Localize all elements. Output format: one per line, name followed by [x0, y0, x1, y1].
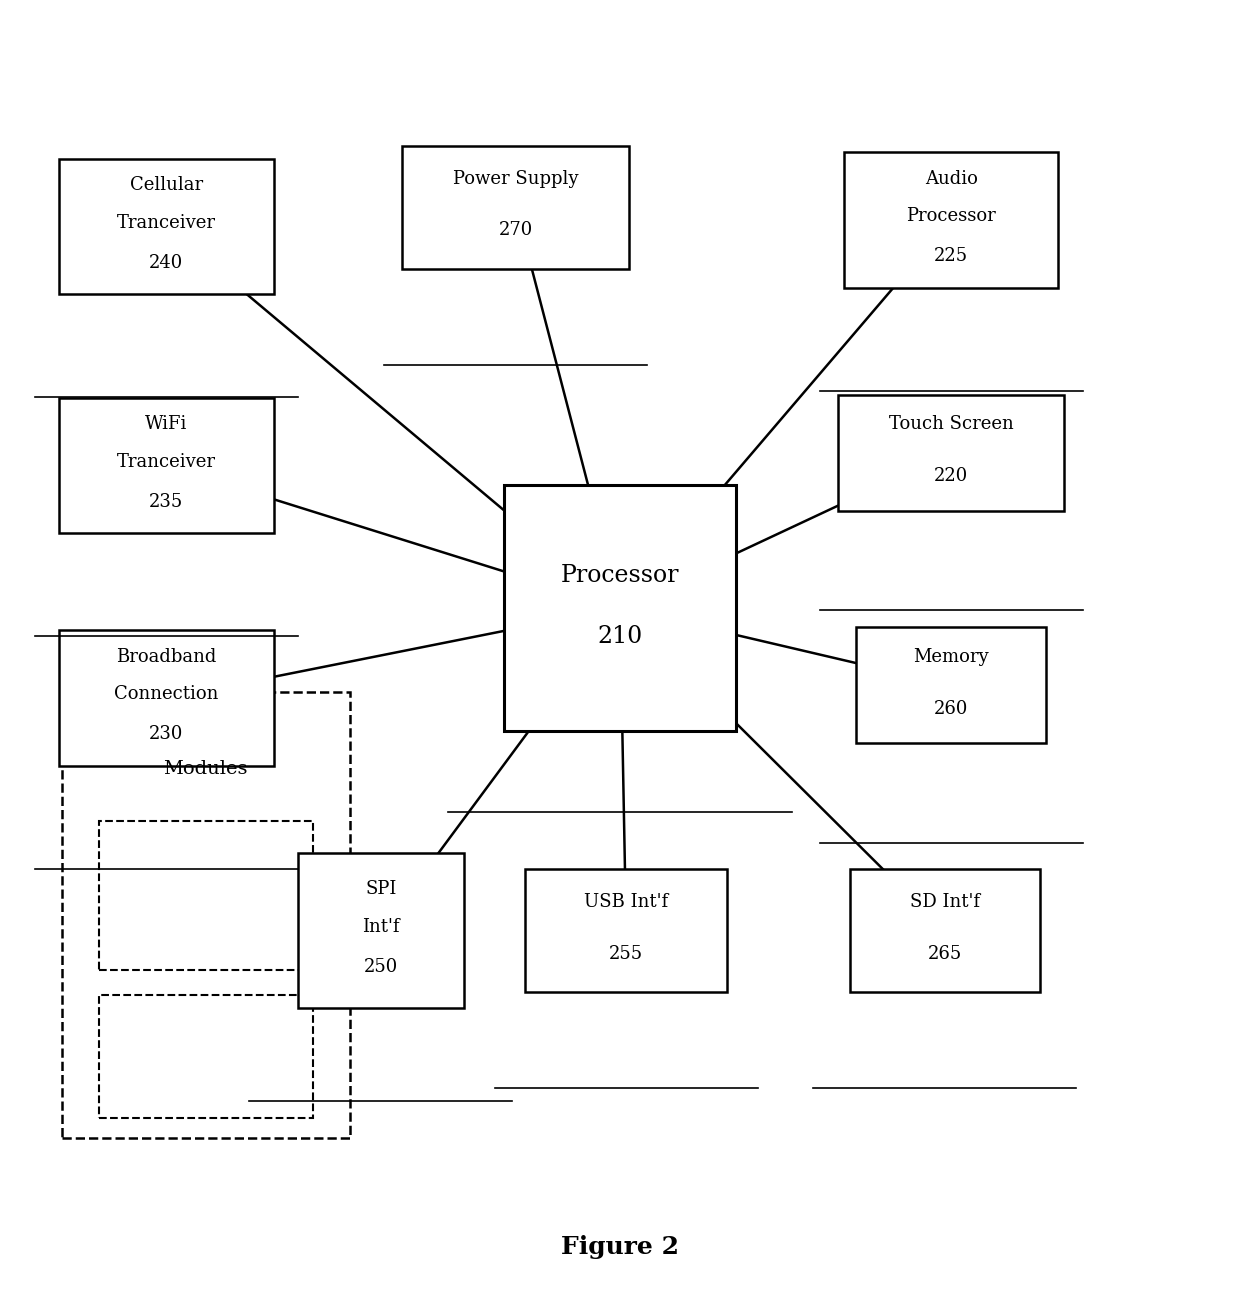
Bar: [60, 398, 274, 533]
Text: Broadband: Broadband: [117, 648, 217, 666]
Bar: [856, 627, 1047, 743]
Text: Tranceiver: Tranceiver: [117, 214, 216, 231]
Bar: [62, 692, 350, 1138]
Text: Processor: Processor: [906, 208, 996, 225]
Bar: [99, 821, 314, 969]
Bar: [60, 159, 274, 294]
Text: 250: 250: [363, 959, 398, 976]
Text: Memory: Memory: [913, 648, 988, 666]
Bar: [402, 146, 629, 269]
Text: SD Int'f: SD Int'f: [910, 893, 980, 912]
Text: 260: 260: [934, 700, 968, 717]
Text: 220: 220: [934, 468, 968, 485]
Text: 225: 225: [934, 247, 968, 265]
Bar: [849, 870, 1040, 993]
Bar: [298, 853, 464, 1008]
Text: 255: 255: [609, 946, 644, 963]
Bar: [99, 995, 314, 1118]
Bar: [838, 394, 1064, 511]
Text: 210: 210: [598, 624, 642, 648]
Bar: [503, 485, 737, 730]
Text: 265: 265: [928, 946, 962, 963]
Text: Touch Screen: Touch Screen: [889, 415, 1013, 434]
Text: Cellular: Cellular: [130, 176, 203, 195]
Text: Figure 2: Figure 2: [560, 1235, 680, 1259]
Text: SPI: SPI: [366, 880, 397, 899]
Text: Connection: Connection: [114, 686, 218, 704]
Text: USB Int'f: USB Int'f: [584, 893, 668, 912]
Text: Modules: Modules: [164, 760, 248, 778]
Bar: [525, 870, 728, 993]
Bar: [60, 631, 274, 767]
Text: Int'f: Int'f: [362, 918, 399, 936]
Text: Power Supply: Power Supply: [453, 170, 579, 188]
Text: 270: 270: [498, 222, 533, 239]
Text: 230: 230: [149, 725, 184, 743]
Text: Audio: Audio: [925, 170, 977, 188]
Text: 235: 235: [149, 492, 184, 511]
Text: Processor: Processor: [560, 564, 680, 586]
Text: 240: 240: [149, 253, 184, 272]
Text: WiFi: WiFi: [145, 415, 187, 434]
Text: Tranceiver: Tranceiver: [117, 453, 216, 470]
Bar: [843, 153, 1058, 289]
